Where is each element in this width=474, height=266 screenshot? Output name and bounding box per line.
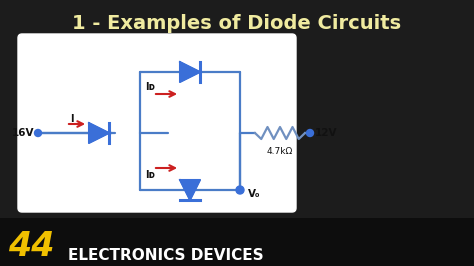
Text: V₀: V₀ <box>248 189 261 199</box>
Text: 4.7kΩ: 4.7kΩ <box>267 147 293 156</box>
Polygon shape <box>180 180 200 200</box>
Circle shape <box>307 130 313 136</box>
Text: Iᴅ: Iᴅ <box>145 170 155 180</box>
Polygon shape <box>89 123 109 143</box>
Circle shape <box>35 130 42 136</box>
Text: 12V: 12V <box>315 128 337 138</box>
Circle shape <box>236 186 244 194</box>
Polygon shape <box>180 62 200 82</box>
Text: Iᴅ: Iᴅ <box>145 82 155 92</box>
Text: 1 - Examples of Diode Circuits: 1 - Examples of Diode Circuits <box>73 14 401 33</box>
Bar <box>0 218 474 266</box>
Text: 44: 44 <box>8 230 55 263</box>
Text: I: I <box>70 114 73 124</box>
FancyBboxPatch shape <box>18 34 296 212</box>
Text: 16V: 16V <box>11 128 34 138</box>
Text: ELECTRONICS DEVICES: ELECTRONICS DEVICES <box>68 248 264 263</box>
